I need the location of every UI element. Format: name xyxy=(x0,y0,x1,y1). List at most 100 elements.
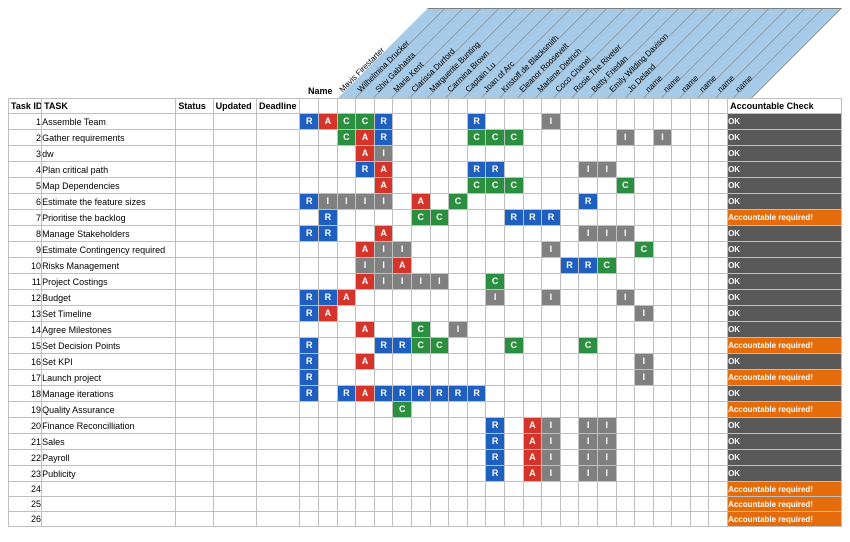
raci-cell[interactable]: I xyxy=(579,162,598,178)
raci-cell[interactable] xyxy=(672,434,691,450)
raci-cell[interactable] xyxy=(616,434,635,450)
raci-cell[interactable]: I xyxy=(319,194,338,210)
raci-cell[interactable] xyxy=(486,258,505,274)
raci-cell[interactable] xyxy=(616,274,635,290)
raci-cell[interactable] xyxy=(337,226,356,242)
raci-cell[interactable]: I xyxy=(635,354,654,370)
raci-cell[interactable] xyxy=(467,402,486,418)
raci-cell[interactable] xyxy=(597,114,616,130)
raci-cell[interactable] xyxy=(337,146,356,162)
raci-cell[interactable]: I xyxy=(542,290,561,306)
raci-cell[interactable] xyxy=(504,114,523,130)
raci-cell[interactable] xyxy=(449,434,468,450)
raci-cell[interactable] xyxy=(672,418,691,434)
raci-cell[interactable] xyxy=(560,290,579,306)
raci-cell[interactable] xyxy=(467,370,486,386)
raci-cell[interactable] xyxy=(430,466,449,482)
raci-cell[interactable] xyxy=(690,418,709,434)
raci-cell[interactable] xyxy=(486,370,505,386)
raci-cell[interactable] xyxy=(653,146,672,162)
raci-cell[interactable] xyxy=(300,242,319,258)
raci-cell[interactable] xyxy=(616,322,635,338)
raci-cell[interactable]: C xyxy=(616,178,635,194)
raci-cell[interactable] xyxy=(374,402,393,418)
raci-cell[interactable] xyxy=(486,497,505,512)
raci-cell[interactable] xyxy=(374,290,393,306)
raci-cell[interactable] xyxy=(653,354,672,370)
raci-cell[interactable]: I xyxy=(616,130,635,146)
raci-cell[interactable]: A xyxy=(356,146,375,162)
raci-cell[interactable] xyxy=(430,146,449,162)
raci-cell[interactable] xyxy=(300,178,319,194)
raci-cell[interactable] xyxy=(672,258,691,274)
raci-cell[interactable] xyxy=(449,370,468,386)
raci-cell[interactable] xyxy=(616,497,635,512)
raci-cell[interactable]: R xyxy=(337,386,356,402)
raci-cell[interactable] xyxy=(337,497,356,512)
raci-cell[interactable] xyxy=(709,434,728,450)
raci-cell[interactable] xyxy=(504,258,523,274)
raci-cell[interactable] xyxy=(430,418,449,434)
raci-cell[interactable]: I xyxy=(597,418,616,434)
raci-cell[interactable] xyxy=(411,482,430,497)
raci-cell[interactable] xyxy=(449,512,468,527)
raci-cell[interactable] xyxy=(356,482,375,497)
raci-cell[interactable]: R xyxy=(319,210,338,226)
raci-cell[interactable] xyxy=(579,497,598,512)
raci-cell[interactable] xyxy=(690,210,709,226)
raci-cell[interactable] xyxy=(393,130,412,146)
raci-cell[interactable] xyxy=(467,338,486,354)
raci-cell[interactable]: R xyxy=(467,114,486,130)
raci-cell[interactable] xyxy=(542,482,561,497)
raci-cell[interactable]: I xyxy=(597,450,616,466)
raci-cell[interactable] xyxy=(337,450,356,466)
raci-cell[interactable]: I xyxy=(449,322,468,338)
raci-cell[interactable] xyxy=(430,482,449,497)
raci-cell[interactable] xyxy=(653,512,672,527)
raci-cell[interactable] xyxy=(616,418,635,434)
raci-cell[interactable] xyxy=(504,290,523,306)
raci-cell[interactable] xyxy=(300,274,319,290)
raci-cell[interactable]: I xyxy=(374,274,393,290)
raci-cell[interactable] xyxy=(319,370,338,386)
raci-cell[interactable] xyxy=(560,242,579,258)
raci-cell[interactable] xyxy=(504,194,523,210)
raci-cell[interactable] xyxy=(616,258,635,274)
raci-cell[interactable] xyxy=(597,194,616,210)
raci-cell[interactable] xyxy=(504,418,523,434)
raci-cell[interactable] xyxy=(523,402,542,418)
raci-cell[interactable] xyxy=(690,162,709,178)
raci-cell[interactable] xyxy=(523,162,542,178)
raci-cell[interactable] xyxy=(523,226,542,242)
raci-cell[interactable] xyxy=(393,226,412,242)
raci-cell[interactable] xyxy=(504,434,523,450)
raci-cell[interactable]: I xyxy=(430,274,449,290)
raci-cell[interactable] xyxy=(467,210,486,226)
raci-cell[interactable] xyxy=(523,130,542,146)
raci-cell[interactable] xyxy=(542,130,561,146)
raci-cell[interactable] xyxy=(393,290,412,306)
raci-cell[interactable] xyxy=(337,322,356,338)
raci-cell[interactable]: R xyxy=(504,210,523,226)
raci-cell[interactable] xyxy=(597,386,616,402)
raci-cell[interactable] xyxy=(635,178,654,194)
raci-cell[interactable]: R xyxy=(486,466,505,482)
raci-cell[interactable] xyxy=(635,418,654,434)
raci-cell[interactable] xyxy=(690,274,709,290)
raci-cell[interactable] xyxy=(560,162,579,178)
raci-cell[interactable] xyxy=(467,290,486,306)
raci-cell[interactable]: R xyxy=(300,386,319,402)
raci-cell[interactable] xyxy=(467,322,486,338)
raci-cell[interactable] xyxy=(597,290,616,306)
raci-cell[interactable] xyxy=(542,162,561,178)
raci-cell[interactable] xyxy=(690,178,709,194)
raci-cell[interactable] xyxy=(523,146,542,162)
raci-cell[interactable] xyxy=(356,178,375,194)
raci-cell[interactable] xyxy=(449,338,468,354)
raci-cell[interactable] xyxy=(597,338,616,354)
raci-cell[interactable] xyxy=(542,370,561,386)
raci-cell[interactable]: R xyxy=(300,226,319,242)
raci-cell[interactable]: C xyxy=(467,178,486,194)
raci-cell[interactable] xyxy=(635,497,654,512)
raci-cell[interactable] xyxy=(356,418,375,434)
